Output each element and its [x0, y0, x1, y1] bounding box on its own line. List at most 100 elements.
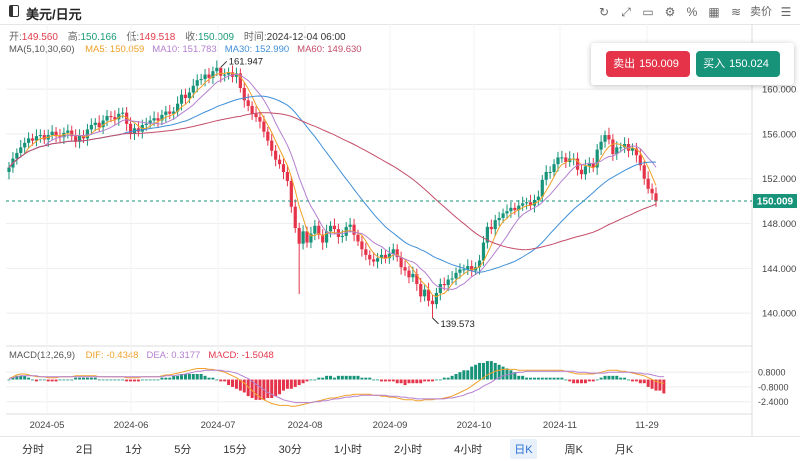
fullscreen-icon[interactable]: ⤢: [621, 5, 631, 19]
macd-bar: [579, 379, 583, 384]
candle-body: [305, 231, 309, 243]
macd-bar: [572, 379, 576, 384]
macd-bar: [399, 379, 403, 384]
macd-bar: [23, 375, 27, 380]
period-0[interactable]: 分时: [22, 444, 44, 456]
candle-body: [15, 152, 19, 159]
candle-body: [144, 123, 148, 125]
macd-bar: [274, 379, 278, 397]
macd-legend-title: MACD(12,26,9): [9, 350, 75, 361]
buy-button[interactable]: 买入 150.024: [696, 51, 780, 77]
time-tick-label: 2024-11: [543, 420, 577, 431]
macd-bar: [238, 379, 242, 391]
macd-bar: [462, 370, 466, 380]
period-8[interactable]: 4小时: [454, 444, 483, 456]
indicator-icon[interactable]: ≋: [730, 5, 742, 19]
macd-tick-label: -0.8000: [758, 382, 789, 392]
candle-body: [372, 259, 376, 262]
candle-body: [395, 249, 399, 258]
macd-bar: [576, 379, 580, 384]
macd-bar: [423, 379, 427, 382]
macd-bar: [391, 379, 395, 382]
macd-bar: [281, 379, 285, 391]
open-value: 149.560: [21, 32, 58, 43]
macd-bar: [548, 377, 552, 380]
period-6[interactable]: 1小时: [333, 444, 362, 456]
period-9[interactable]: 日K: [510, 439, 537, 459]
period-2[interactable]: 1分: [125, 444, 143, 456]
macd-bar: [109, 379, 113, 381]
high-label: 高:: [67, 32, 81, 43]
macd-bar: [513, 372, 517, 380]
macd-bar: [332, 377, 336, 380]
period-4[interactable]: 15分: [223, 444, 247, 456]
period-7[interactable]: 2小时: [394, 444, 423, 456]
macd-bar: [360, 377, 364, 380]
macd-bar: [654, 379, 658, 391]
macd-bar: [258, 379, 262, 400]
macd-bar: [144, 379, 148, 381]
candle-body: [583, 166, 588, 175]
macd-bar: [407, 379, 411, 384]
close-value: 150.009: [197, 32, 235, 43]
close-label: 收:: [185, 32, 198, 43]
candle-body: [238, 73, 242, 88]
macd-bar: [219, 379, 223, 382]
sidebar-toggle-icon[interactable]: [9, 5, 19, 17]
macd-bar: [266, 379, 270, 398]
current-price-label: 150.009: [757, 197, 794, 208]
candle-body: [368, 254, 372, 260]
macd-bar: [191, 374, 195, 380]
candle-body: [477, 260, 482, 268]
macd-dea-line: [8, 369, 664, 404]
macd-bar: [289, 379, 293, 389]
macd-bar: [34, 379, 38, 382]
macd-bar: [532, 377, 536, 380]
candle-body: [650, 188, 654, 194]
ma-legend-item-1: MA10: 151.783: [152, 44, 217, 55]
macd-bar: [587, 379, 591, 382]
macd-bar: [430, 379, 434, 382]
macd-bar: [46, 379, 50, 382]
macd-bar: [434, 379, 438, 381]
period-11[interactable]: 月K: [614, 444, 634, 456]
candle-body: [34, 136, 39, 141]
candle-body: [77, 135, 82, 142]
macd-bar: [489, 361, 493, 380]
candle-body: [332, 225, 337, 230]
macd-bar: [470, 366, 474, 380]
macd-bar: [321, 377, 325, 380]
comment-icon[interactable]: ▭: [642, 5, 654, 19]
macd-bar: [105, 379, 109, 381]
macd-bar: [466, 370, 470, 380]
candle-body: [579, 169, 584, 175]
macd-bar: [54, 379, 58, 382]
candle-body: [595, 149, 599, 168]
period-10[interactable]: 周K: [564, 444, 583, 456]
candle-body: [438, 284, 442, 293]
macd-bar: [529, 377, 533, 380]
candle-body: [176, 103, 180, 112]
macd-bar: [356, 375, 360, 380]
macd-bar: [630, 379, 634, 382]
period-1[interactable]: 2日: [76, 444, 94, 456]
macd-bar: [223, 379, 227, 382]
price-chart[interactable]: 160.000 156.000 152.000 148.000 144.000 140.0…: [0, 0, 800, 436]
candle-body: [489, 226, 493, 230]
period-3[interactable]: 5分: [174, 444, 192, 456]
percent-icon[interactable]: %: [686, 5, 698, 19]
grid-icon[interactable]: ▦: [708, 5, 720, 19]
macd-bar: [521, 375, 525, 380]
candle-body: [407, 270, 411, 278]
macd-bar: [340, 375, 344, 380]
sell-text[interactable]: 卖价: [750, 6, 772, 18]
candle-body: [274, 150, 278, 160]
candle-body: [250, 105, 254, 114]
refresh-icon[interactable]: ↻: [598, 5, 610, 19]
settings-icon[interactable]: ⚙: [664, 5, 676, 19]
macd-bar: [301, 379, 305, 384]
sell-button[interactable]: 卖出 150.009: [606, 51, 690, 77]
menu-icon[interactable]: ☰: [780, 5, 792, 19]
ma-legend-title: MA(5,10,30,60): [9, 44, 75, 55]
period-5[interactable]: 30分: [278, 444, 302, 456]
